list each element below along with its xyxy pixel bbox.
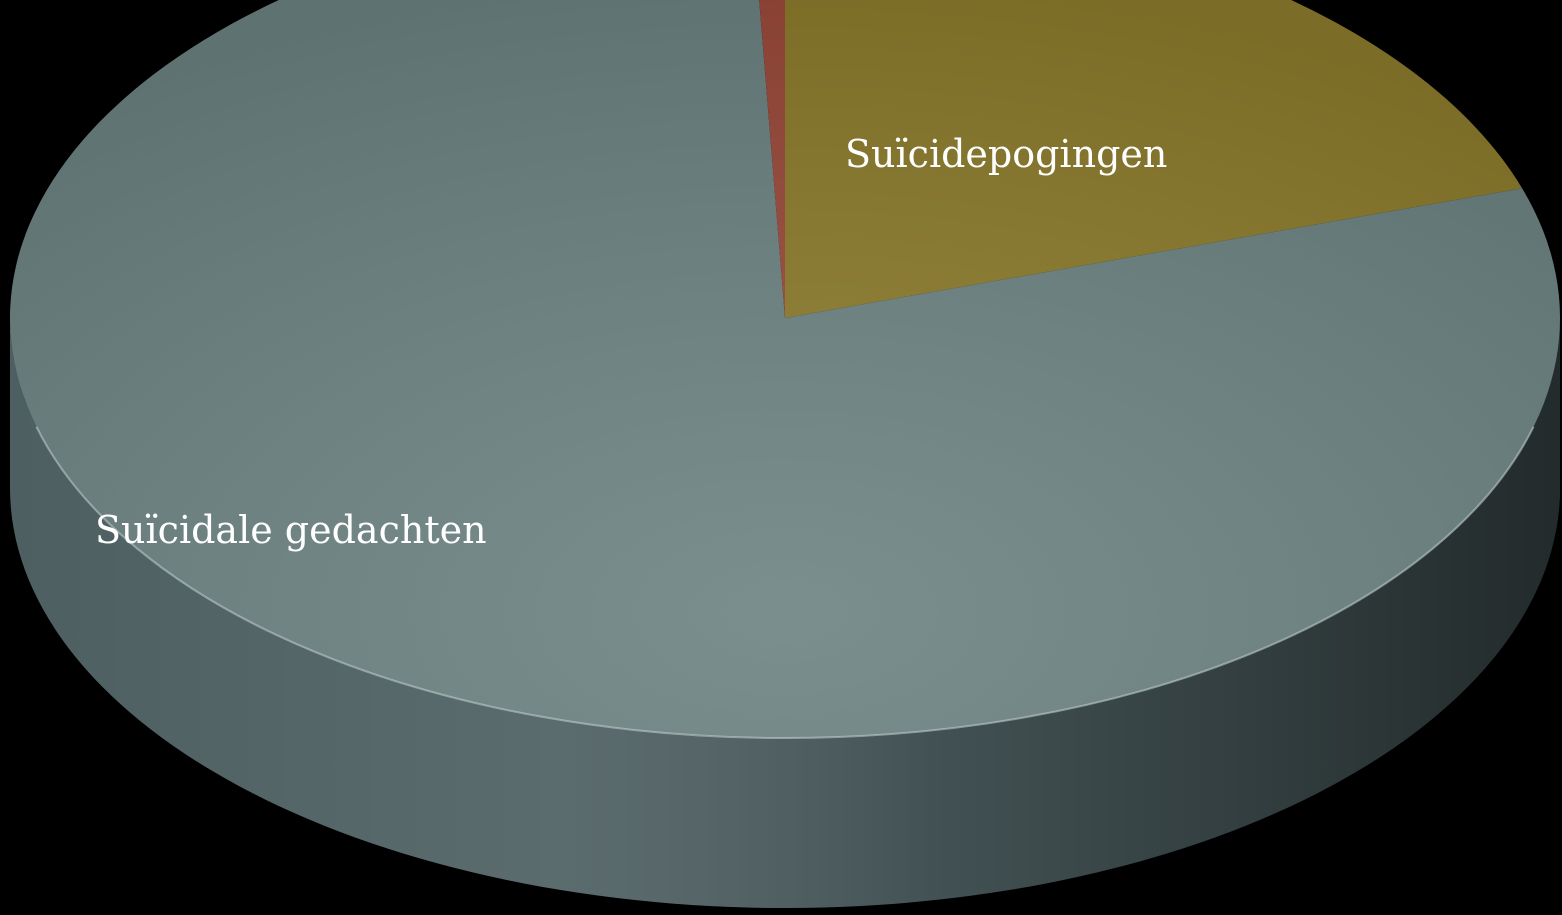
slice-label-0: Suïcidepogingen	[845, 132, 1167, 176]
slice-label-1: Suïcidale gedachten	[95, 508, 487, 552]
pie-side-shading-1	[10, 318, 1560, 908]
pie-rim-highlight	[35, 426, 1535, 739]
pie-top-shading	[10, 0, 1560, 738]
